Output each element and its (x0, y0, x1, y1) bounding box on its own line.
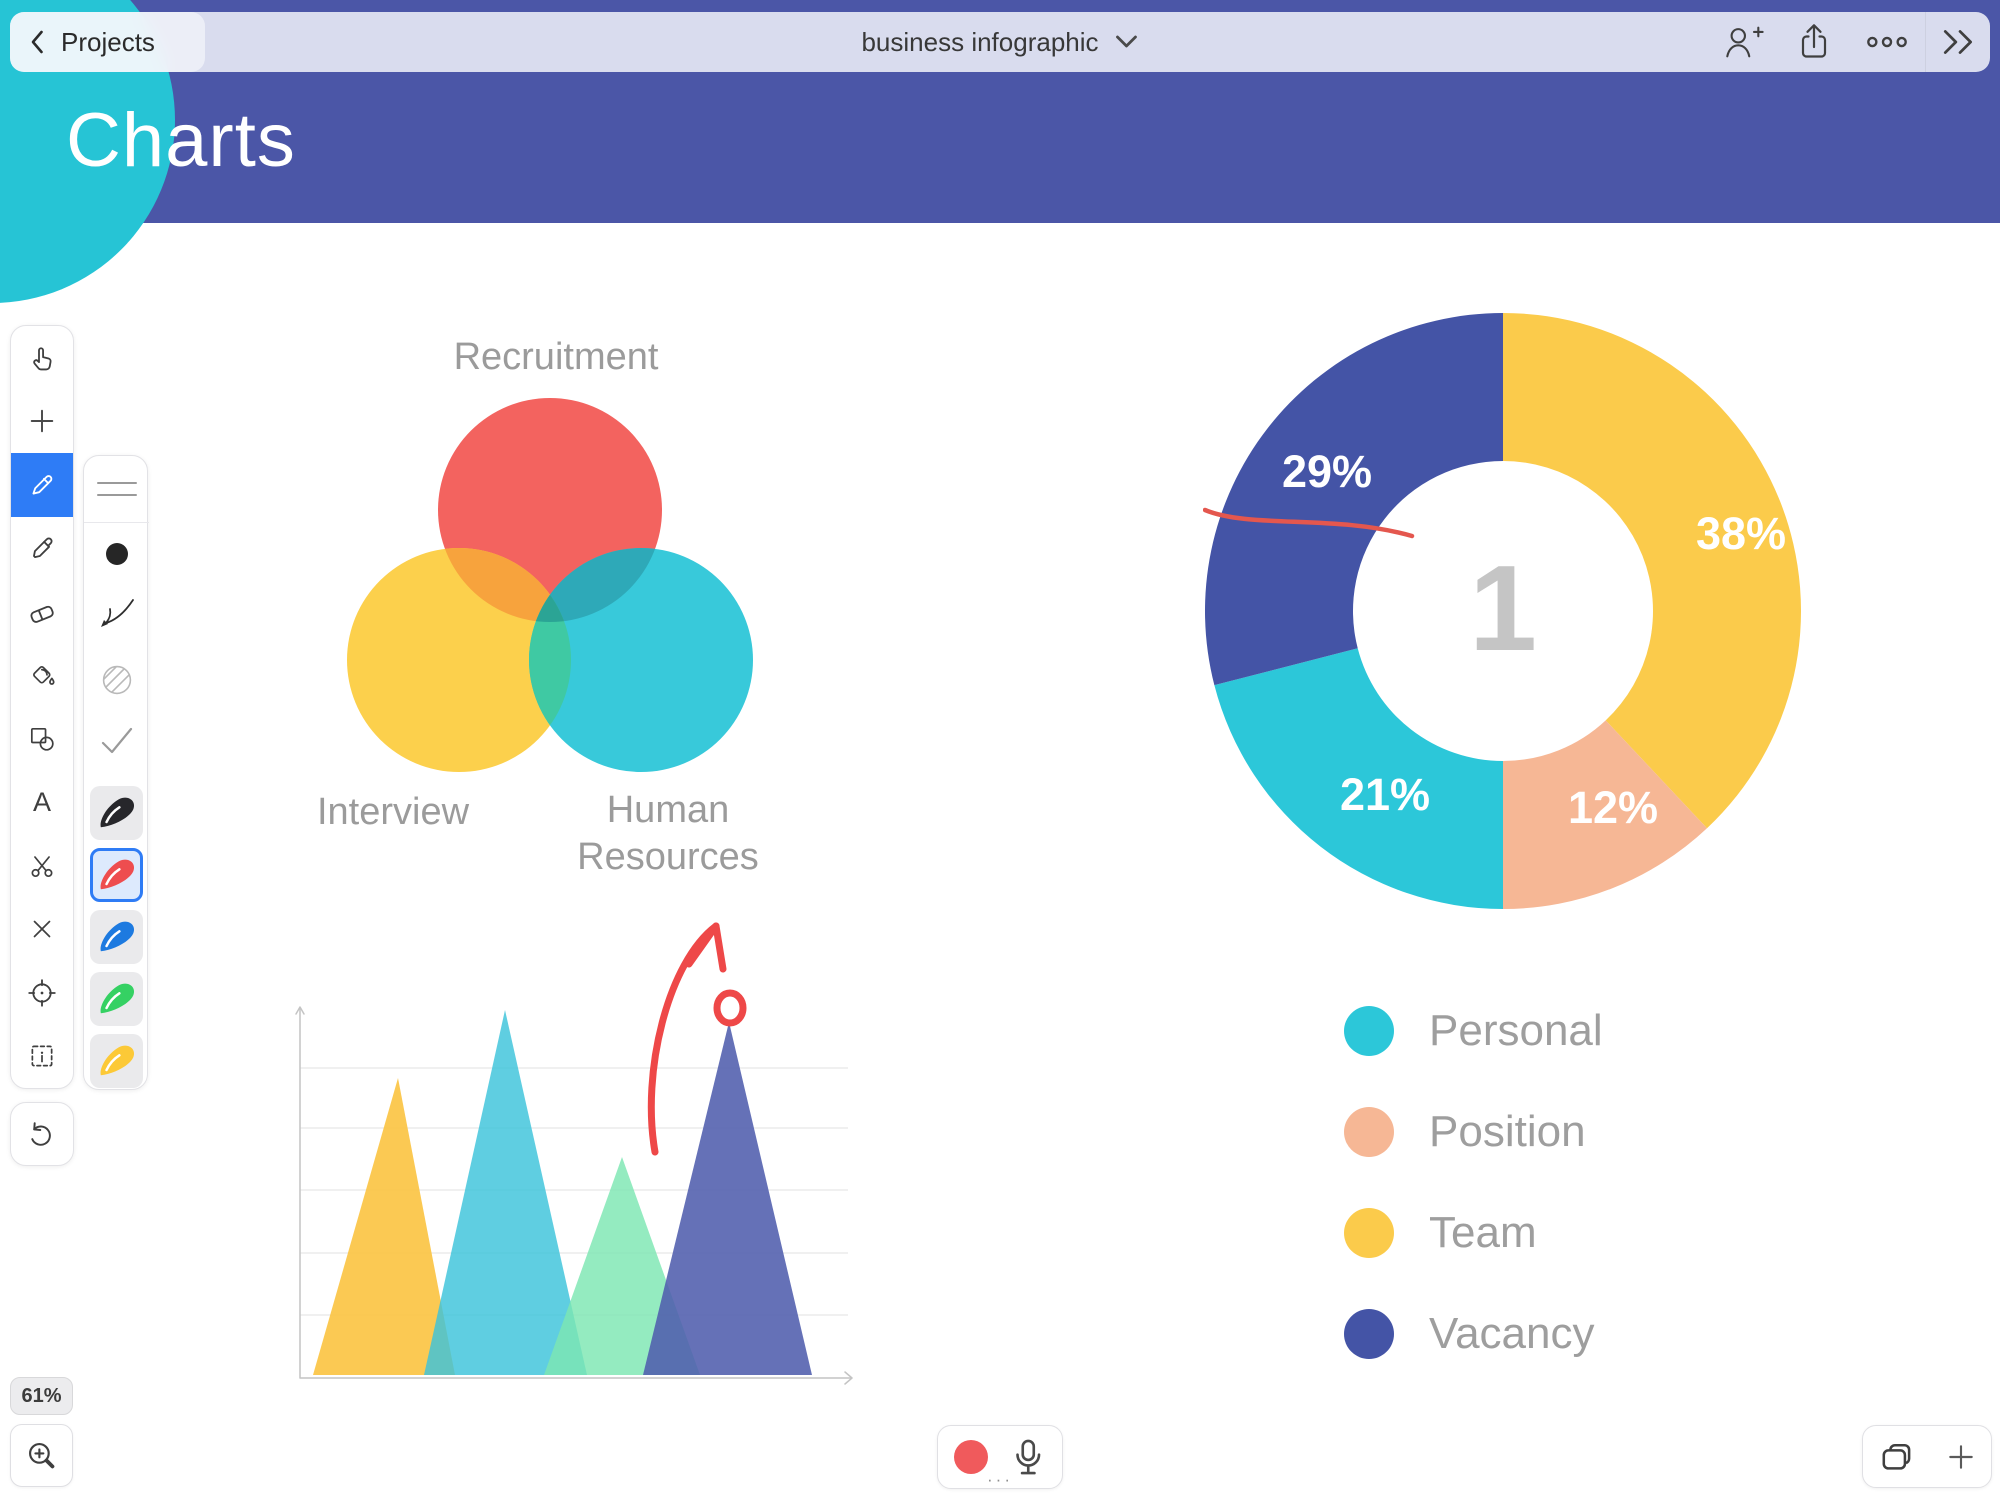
back-button-label: Projects (61, 26, 155, 57)
document-title: business infographic (861, 26, 1099, 57)
legend-dot-vacancy (1344, 1308, 1394, 1359)
donut-chart[interactable] (1203, 311, 1803, 911)
pan-hand-tool[interactable] (11, 326, 73, 390)
pencil-tip-icon (100, 859, 134, 890)
venn-label-recruitment: Recruitment (453, 336, 659, 378)
chart-gridlines (300, 1067, 848, 1316)
select-area-tool[interactable] (11, 1025, 73, 1089)
legend-dot-personal (1344, 1005, 1394, 1056)
drag-handle-dots[interactable]: ··· (987, 1470, 1013, 1489)
scissors-tool[interactable] (11, 834, 73, 898)
triangle-yellow (313, 1078, 455, 1375)
venn-overlap-red-yellow (438, 548, 571, 622)
share-icon[interactable] (1797, 22, 1831, 62)
red-annotation-arrow (647, 922, 747, 1156)
donut-segment-team (1503, 313, 1801, 829)
venn-diagram[interactable] (330, 390, 760, 780)
microphone-icon[interactable] (1008, 1437, 1048, 1479)
pencil-tip-icon (100, 983, 134, 1014)
top-toolbar: Projects business infographic (10, 12, 1990, 72)
legend-dot-team (1344, 1207, 1394, 1258)
stroke-width-option[interactable] (84, 479, 149, 500)
dot-brush-icon (105, 543, 128, 565)
add-person-icon[interactable] (1723, 22, 1765, 62)
pencil-tip-icon (100, 1045, 134, 1076)
pages-controls (1862, 1425, 1992, 1488)
more-options-icon[interactable] (1865, 34, 1909, 50)
toolbar-divider (1925, 12, 1926, 72)
page-title: Charts (66, 98, 296, 183)
pencil-tip-icon (100, 921, 134, 952)
fill-bucket-tool[interactable] (11, 644, 73, 708)
donut-segment-personal (1214, 648, 1503, 909)
delete-tool[interactable] (11, 898, 73, 962)
donut-segment-position (1503, 720, 1707, 909)
undo-button[interactable] (10, 1102, 74, 1166)
legend-item-personal: Personal (1344, 980, 1603, 1081)
recording-controls: ··· (937, 1425, 1063, 1489)
triangle-cyan (424, 1010, 587, 1375)
legend-item-team: Team (1344, 1182, 1603, 1283)
venn-label-human-resources: Human Resources (577, 789, 759, 878)
triangle-indigo (643, 1022, 812, 1375)
palette-divider (84, 522, 149, 523)
dot-brush-option[interactable] (84, 543, 149, 565)
color-swatch-yellow[interactable] (90, 1034, 143, 1088)
topbar-actions (1723, 12, 1990, 72)
donut-label-29: 29% (1281, 446, 1373, 497)
triangle-chart[interactable] (290, 900, 870, 1385)
pencil-tip-icon (100, 797, 134, 828)
text-tool-glyph: A (32, 786, 51, 817)
zoom-in-button[interactable] (10, 1424, 73, 1487)
precision-target-tool[interactable] (11, 961, 73, 1025)
chevron-down-icon (1115, 34, 1139, 50)
stroke-color-palette (83, 455, 149, 1090)
chart-axes (295, 1006, 853, 1385)
pages-icon[interactable] (1879, 1440, 1915, 1474)
color-swatch-black[interactable] (90, 786, 143, 840)
color-swatch-green[interactable] (90, 972, 143, 1026)
record-button[interactable] (954, 1440, 988, 1474)
legend-item-position: Position (1344, 1081, 1603, 1182)
donut-label-38: 38% (1695, 508, 1787, 559)
donut-center-number: 1 (1469, 540, 1537, 677)
back-chevron-icon (27, 29, 47, 55)
tool-palette: A (10, 325, 74, 1089)
legend-dot-position (1344, 1106, 1394, 1157)
add-page-icon[interactable] (1946, 1442, 1976, 1472)
shapes-tool[interactable] (11, 707, 73, 771)
highlighter-tool[interactable] (11, 517, 73, 581)
venn-overlap-red-teal (529, 548, 662, 622)
text-tool[interactable]: A (11, 771, 73, 835)
legend-item-vacancy: Vacancy (1344, 1283, 1603, 1384)
add-tool[interactable] (11, 390, 73, 454)
donut-label-12: 12% (1567, 782, 1659, 833)
venn-label-interview: Interview (316, 791, 470, 833)
hatch-fill-option[interactable] (84, 662, 149, 698)
donut-segment-vacancy (1205, 313, 1503, 686)
color-swatch-red[interactable] (90, 848, 143, 902)
donut-label-21: 21% (1339, 769, 1431, 820)
zoom-level-badge: 61% (10, 1377, 73, 1415)
document-title-menu[interactable]: business infographic (861, 12, 1138, 72)
color-swatch-blue[interactable] (90, 910, 143, 964)
donut-legend: Personal Position Team Vacancy (1344, 980, 1603, 1384)
eraser-tool[interactable] (11, 580, 73, 644)
red-annotation-line (1203, 507, 1415, 539)
collapse-panel-icon[interactable] (1940, 27, 1978, 57)
checkmark-option[interactable] (84, 726, 149, 756)
pencil-tool[interactable] (11, 453, 73, 517)
back-to-projects-button[interactable]: Projects (10, 12, 205, 72)
stroke-preview-option[interactable] (84, 596, 149, 634)
